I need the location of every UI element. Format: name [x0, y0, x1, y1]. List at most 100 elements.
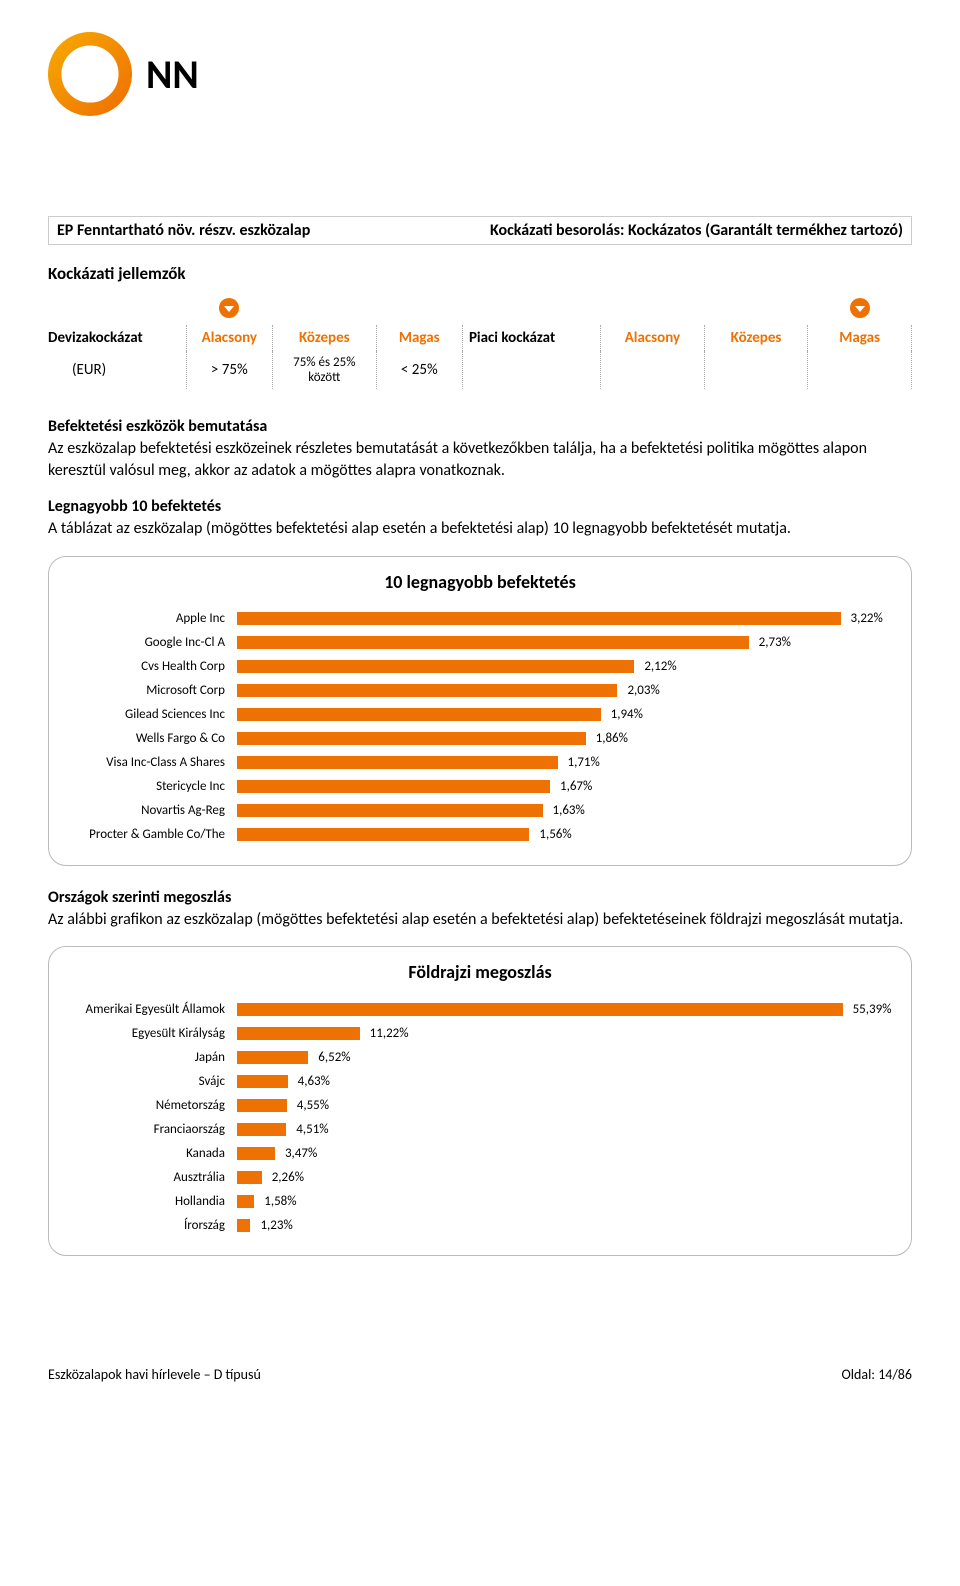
bar-value: 2,03% [627, 683, 659, 698]
bar-label: Procter & Gamble Co/The [67, 827, 237, 842]
bar-label: Ausztrália [67, 1170, 237, 1185]
market-risk-label: Piaci kockázat [462, 325, 600, 351]
bar-value: 1,94% [611, 707, 643, 722]
bar-value: 1,56% [539, 827, 571, 842]
currency-risk-label: Devizakockázat [48, 325, 186, 351]
top10-heading: Legnagyobb 10 befektetés [48, 497, 912, 516]
bar-fill [237, 780, 550, 793]
bar-row: Stericycle Inc 1,67% [67, 775, 893, 799]
bar-track: 2,73% [237, 635, 893, 650]
bar-row: Kanada3,47% [67, 1141, 893, 1165]
bar-row: Franciaország4,51% [67, 1117, 893, 1141]
geo-chart-card: Földrajzi megoszlás Amerikai Egyesült Ál… [48, 946, 912, 1256]
bar-value: 3,47% [285, 1146, 317, 1161]
geo-chart-title: Földrajzi megoszlás [67, 961, 893, 983]
bar-row: Gilead Sciences Inc 1,94% [67, 703, 893, 727]
bar-value: 1,86% [596, 731, 628, 746]
risk-classification: Kockázati besorolás: Kockázatos (Garantá… [490, 221, 903, 240]
bar-label: Apple Inc [67, 611, 237, 626]
bar-row: Ausztrália2,26% [67, 1165, 893, 1189]
bar-row: Google Inc-Cl A 2,73% [67, 631, 893, 655]
bar-row: Amerikai Egyesült Államok 55,39% [67, 997, 893, 1021]
bar-value: 2,12% [644, 659, 676, 674]
bar-row: Apple Inc 3,22% [67, 607, 893, 631]
between: 75% és 25% között [273, 351, 377, 389]
risk-heading: Kockázati jellemzők [48, 263, 912, 284]
level-high: Magas [376, 325, 462, 351]
bar-value: 3,22% [851, 611, 883, 626]
bar-track: 1,63% [237, 803, 893, 818]
logo-block: NN [48, 32, 912, 116]
fund-name: EP Fenntartható növ. részv. eszközalap [57, 221, 310, 240]
bar-track: 3,47% [237, 1146, 893, 1161]
bar-track: 11,22% [237, 1026, 893, 1041]
bar-value: 1,63% [553, 803, 585, 818]
bar-fill [237, 684, 617, 697]
bar-track: 1,71% [237, 755, 893, 770]
footer: Eszközalapok havi hírlevele – D típusú O… [48, 1366, 912, 1383]
geo-bars: Amerikai Egyesült Államok 55,39% Egyesült … [67, 997, 893, 1237]
bar-fill [237, 612, 841, 625]
intro-text: Az eszközalap befektetési eszközeinek ré… [48, 438, 912, 481]
arrow-down-icon [219, 298, 239, 318]
level-high-2: Magas [808, 325, 912, 351]
geo-heading: Országok szerinti megoszlás [48, 888, 912, 907]
bar-row: Novartis Ag-Reg1,63% [67, 799, 893, 823]
bar-row: Microsoft Corp2,03% [67, 679, 893, 703]
level-low-2: Alacsony [601, 325, 705, 351]
bar-fill [237, 828, 529, 841]
bar-row: Svájc 4,63% [67, 1069, 893, 1093]
bar-value: 4,63% [298, 1074, 330, 1089]
bar-row: Cvs Health Corp2,12% [67, 655, 893, 679]
top10-bars: Apple Inc 3,22% Google Inc-Cl A 2,73% Cvs He… [67, 607, 893, 847]
bar-value: 2,73% [759, 635, 791, 650]
bar-row: Egyesült Királyság11,22% [67, 1021, 893, 1045]
bar-track: 4,55% [237, 1098, 893, 1113]
bar-label: Gilead Sciences Inc [67, 707, 237, 722]
bar-label: Svájc [67, 1074, 237, 1089]
bar-fill [237, 1171, 262, 1184]
bar-track: 1,58% [237, 1194, 893, 1209]
bar-row: Hollandia1,58% [67, 1189, 893, 1213]
bar-fill [237, 708, 601, 721]
top10-chart-title: 10 legnagyobb befektetés [67, 571, 893, 593]
bar-track: 4,63% [237, 1074, 893, 1089]
geo-desc: Az alábbi grafikon az eszközalap (mögött… [48, 909, 912, 931]
brand-text: NN [146, 50, 199, 99]
bar-value: 6,52% [318, 1050, 350, 1065]
bar-value: 1,67% [560, 779, 592, 794]
bar-track: 1,94% [237, 707, 893, 722]
bar-fill [237, 1147, 275, 1160]
bar-label: Google Inc-Cl A [67, 635, 237, 650]
bar-fill [237, 804, 543, 817]
level-low: Alacsony [186, 325, 272, 351]
bar-fill [237, 1099, 287, 1112]
bar-track: 2,26% [237, 1170, 893, 1185]
bar-value: 55,39% [853, 1002, 892, 1017]
bar-track: 6,52% [237, 1050, 893, 1065]
bar-label: Amerikai Egyesült Államok [67, 1002, 237, 1017]
bar-label: Stericycle Inc [67, 779, 237, 794]
bar-fill [237, 1195, 254, 1208]
bar-track: 1,23% [237, 1218, 893, 1233]
lt25: < 25% [376, 351, 462, 389]
bar-fill [237, 660, 634, 673]
bar-row: Írország1,23% [67, 1213, 893, 1237]
bar-value: 4,51% [296, 1122, 328, 1137]
bar-row: Wells Fargo & Co1,86% [67, 727, 893, 751]
bar-row: Procter & Gamble Co/The 1,56% [67, 823, 893, 847]
intro-heading: Befektetési eszközök bemutatása [48, 417, 912, 436]
bar-track: 2,12% [237, 659, 893, 674]
top10-chart-card: 10 legnagyobb befektetés Apple Inc 3,22% G… [48, 556, 912, 866]
risk-table: Devizakockázat Alacsony Közepes Magas Pi… [48, 294, 912, 389]
nn-logo-icon [48, 32, 132, 116]
bar-value: 1,71% [568, 755, 600, 770]
bar-fill [237, 1027, 360, 1040]
gt75: > 75% [186, 351, 272, 389]
bar-row: Japán6,52% [67, 1045, 893, 1069]
bar-track: 4,51% [237, 1122, 893, 1137]
bar-label: Egyesült Királyság [67, 1026, 237, 1041]
bar-track: 1,67% [237, 779, 893, 794]
footer-right: Oldal: 14/86 [842, 1366, 912, 1383]
bar-row: Németország4,55% [67, 1093, 893, 1117]
